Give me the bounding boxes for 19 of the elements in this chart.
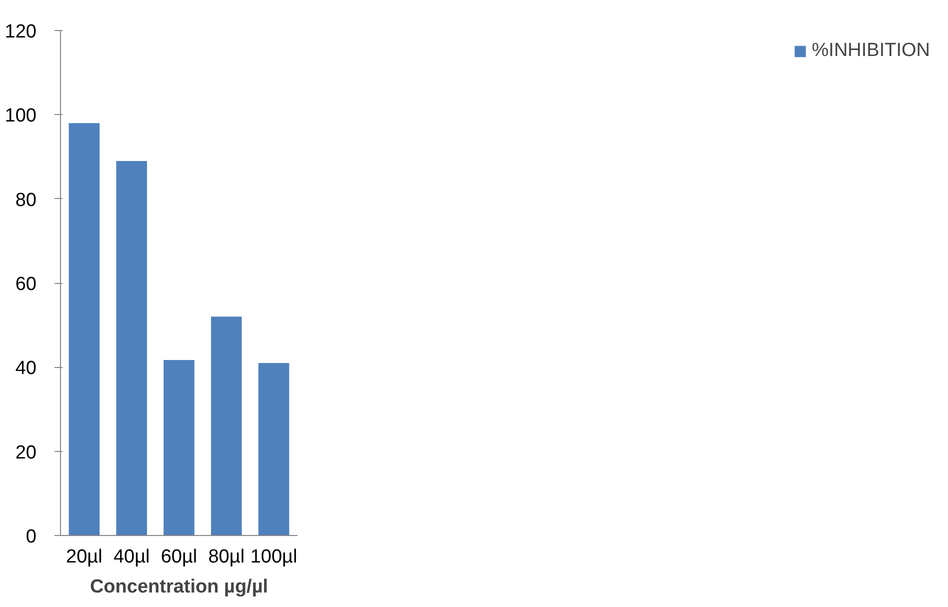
- bar: [164, 360, 194, 536]
- y-tick-label: 20: [15, 442, 37, 464]
- y-tick-label: 60: [15, 274, 37, 295]
- x-tick-label: 20µl: [66, 546, 102, 568]
- bar: [68, 123, 100, 536]
- y-tick-label: 120: [4, 22, 36, 42]
- y-tick-label: 80: [15, 190, 37, 211]
- x-tick-label: 40µl: [113, 546, 150, 568]
- bar: [210, 316, 242, 536]
- x-tick-label: 80µl: [208, 546, 245, 568]
- x-axis-title: Concentration µg/µl: [90, 576, 268, 598]
- legend-label: %INHIBITION: [812, 40, 930, 62]
- bar: [258, 362, 290, 536]
- y-tick-label: 100: [4, 106, 36, 127]
- bar: [116, 160, 148, 536]
- x-tick-label: 60µl: [160, 546, 198, 568]
- y-tick-label: 40: [15, 358, 37, 380]
- x-tick-label: 100µl: [250, 546, 298, 568]
- y-tick-label: 0: [26, 526, 37, 548]
